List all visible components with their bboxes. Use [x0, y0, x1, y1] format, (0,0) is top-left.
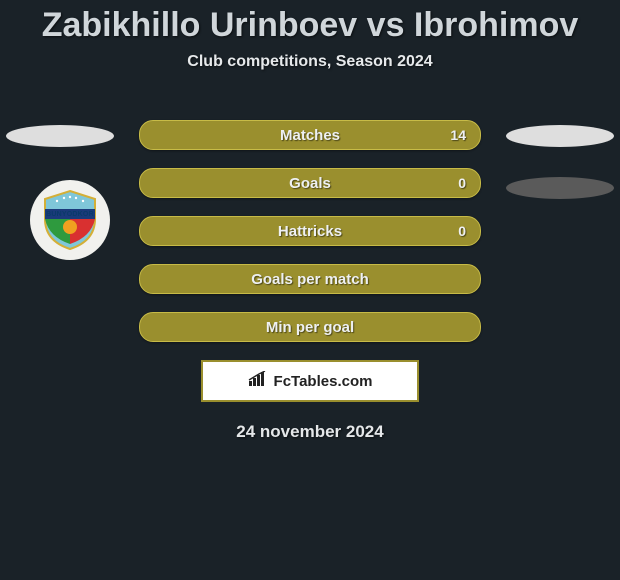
stat-label: Goals per match	[251, 271, 369, 288]
brand-footer: FcTables.com	[201, 360, 419, 402]
stat-label: Min per goal	[266, 319, 354, 336]
page-subtitle: Club competitions, Season 2024	[0, 53, 620, 71]
stat-value-right: 0	[458, 175, 466, 191]
stats-list: Matches 14 Goals 0 Hattricks 0 Goals per…	[0, 120, 620, 442]
stat-row: Goals per match	[139, 264, 481, 294]
stat-label: Matches	[280, 127, 340, 144]
stat-row: Goals 0	[139, 168, 481, 198]
stat-row: Hattricks 0	[139, 216, 481, 246]
stat-row: Min per goal	[139, 312, 481, 342]
stat-label: Hattricks	[278, 223, 342, 240]
stat-label: Goals	[289, 175, 331, 192]
page-title: Zabikhillo Urinboev vs Ibrohimov	[0, 0, 620, 45]
chart-icon	[248, 371, 268, 392]
brand-label: FcTables.com	[274, 373, 373, 390]
footer-date: 24 november 2024	[0, 422, 620, 442]
stat-value-right: 0	[458, 223, 466, 239]
stat-value-right: 14	[450, 127, 466, 143]
stat-row: Matches 14	[139, 120, 481, 150]
